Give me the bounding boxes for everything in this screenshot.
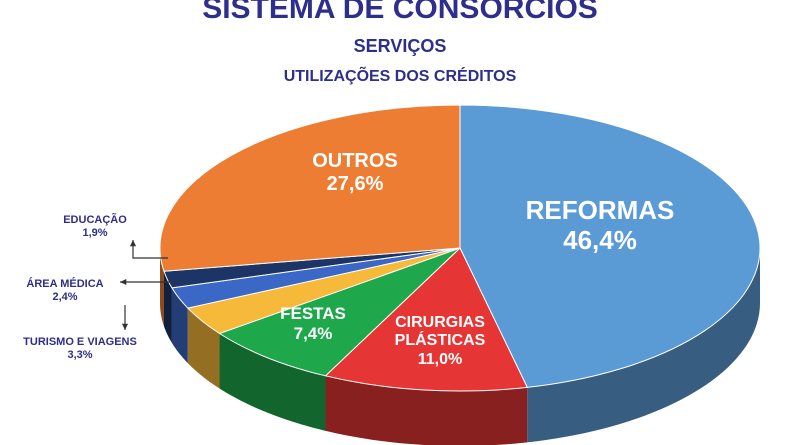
category-label: EDUCAÇÃO: [63, 214, 127, 226]
slice-label: CIRURGIAS PLÁSTICAS 11,0%: [365, 314, 515, 369]
category-label: CIRURGIAS PLÁSTICAS: [394, 314, 486, 350]
subtitle: SERVIÇOS: [353, 36, 447, 56]
value-label: 11,0%: [417, 350, 463, 368]
value-label: 3,3%: [67, 348, 93, 361]
category-label: FESTAS: [280, 304, 346, 323]
arrow-head: [129, 240, 137, 247]
value-label: 27,6%: [326, 173, 384, 195]
slice-side: [163, 271, 172, 343]
chart-title: SISTEMA DE CONSÓRCIOS: [202, 0, 598, 25]
category-label: OUTROS: [312, 150, 398, 172]
value-label: 2,4%: [52, 290, 78, 303]
category-label: TURISMO E VIAGENS: [23, 336, 137, 348]
slice-side: [219, 333, 326, 431]
subtitle: UTILIZAÇÕES DOS CRÉDITOS: [283, 68, 517, 85]
slice: [159, 104, 461, 272]
category-label: ÁREA MÉDICA: [26, 278, 104, 290]
slice-side: [160, 248, 164, 327]
slice-label: OUTROS 27,6%: [280, 150, 430, 196]
slice-label: FESTAS 7,4%: [258, 304, 368, 343]
slice: [218, 247, 461, 377]
slice-side: [171, 287, 188, 364]
value-label: 7,4%: [293, 323, 333, 343]
slice-side: [325, 375, 528, 445]
slice-label: EDUCAÇÃO 1,9%: [40, 214, 150, 239]
arrow-head: [121, 323, 129, 330]
slice-side: [527, 248, 760, 443]
value-label: 1,9%: [82, 226, 108, 239]
slice-label: TURISMO E VIAGENS 3,3%: [10, 336, 150, 361]
arrow-head: [120, 278, 127, 286]
slice: [324, 247, 529, 392]
slice-label: REFORMAS 46,4%: [520, 195, 680, 256]
slice: [459, 104, 761, 388]
value-label: 46,4%: [563, 224, 637, 255]
category-label: REFORMAS: [525, 195, 675, 225]
slice-label: ÁREA MÉDICA 2,4%: [10, 278, 120, 303]
